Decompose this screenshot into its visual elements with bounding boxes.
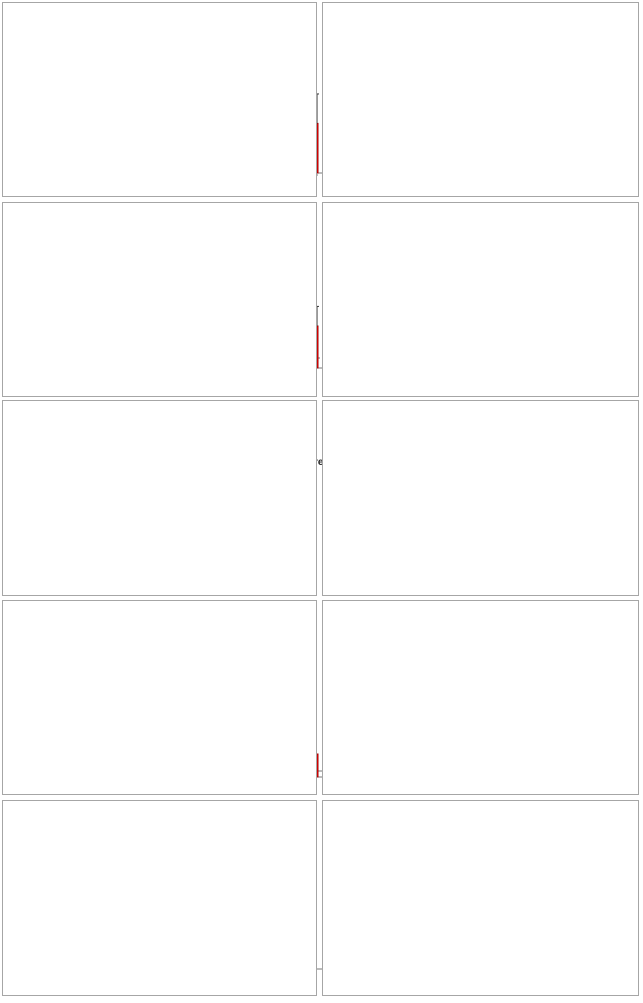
panel-c <box>2 202 317 397</box>
panel-d <box>322 202 639 397</box>
panel-e <box>2 400 317 596</box>
panel-j <box>322 800 639 996</box>
panel-a <box>2 2 317 197</box>
panel-i <box>2 800 317 996</box>
panel-g <box>2 600 317 795</box>
panel-f <box>322 400 639 596</box>
panel-b <box>322 2 639 197</box>
panel-h <box>322 600 639 795</box>
